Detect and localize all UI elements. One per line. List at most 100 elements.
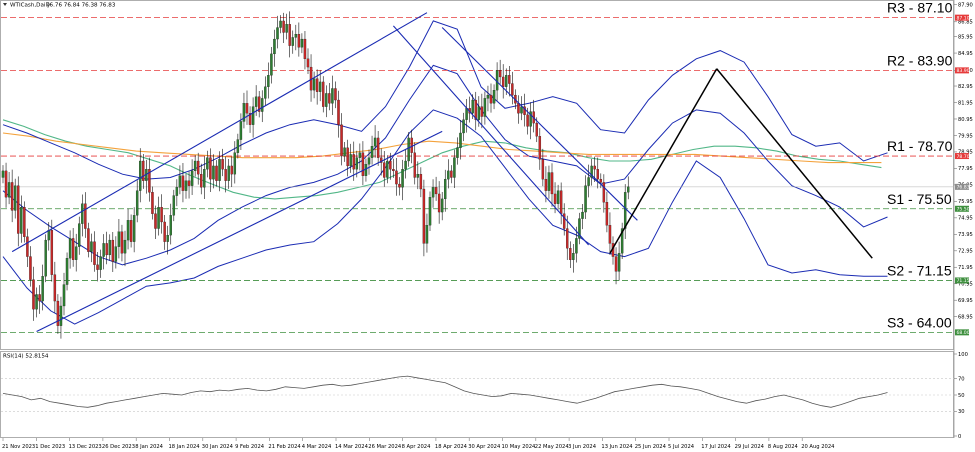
price-label-box: [955, 277, 969, 284]
candle-body: [593, 165, 596, 170]
candle-body: [373, 137, 377, 147]
date-tick-label: 9 Feb 2024: [235, 444, 265, 450]
candle-body: [114, 246, 118, 262]
date-tick-label: 30 Jan 2024: [202, 444, 234, 450]
candle-body: [233, 152, 237, 175]
price-tick-label: 71.95: [958, 265, 973, 271]
candle-body: [35, 294, 38, 310]
candle-body: [581, 211, 584, 219]
candle-body: [169, 215, 172, 236]
candle-body: [343, 147, 346, 157]
candle-body: [306, 58, 310, 68]
price-tick-label: 86.85: [958, 20, 973, 26]
candle-body: [364, 164, 368, 176]
candle-body: [526, 114, 529, 127]
candle-body: [331, 88, 334, 104]
date-tick-label: 21 Nov 2023: [2, 444, 35, 450]
date-tick-label: 21 Feb 2024: [268, 444, 301, 450]
candle-body: [450, 170, 453, 178]
candle-body: [111, 239, 115, 262]
candle-body: [120, 231, 124, 254]
price-label-box: [955, 67, 969, 74]
candle-body: [215, 165, 218, 181]
candle-body: [221, 159, 224, 170]
candle-body: [154, 213, 157, 229]
date-tick-label: 4 Mar 2024: [302, 444, 332, 450]
candle-body: [480, 106, 484, 117]
candle-body: [395, 170, 398, 185]
candle-body: [459, 132, 462, 148]
candle-body: [379, 157, 383, 163]
candle-body: [245, 103, 249, 114]
candle-body: [315, 78, 319, 92]
price-tick-label: 68.95: [958, 314, 973, 320]
price-label-box: [955, 14, 969, 21]
trendline: [36, 130, 443, 333]
date-tick-label: 10 May 2024: [502, 444, 537, 450]
candle-body: [474, 99, 477, 120]
price-tick-label: 80.95: [958, 117, 973, 123]
price-tick-label: 69.95: [958, 298, 973, 304]
candle-body: [20, 207, 23, 234]
price-tick-label: 79.95: [958, 133, 973, 139]
trendline: [11, 12, 428, 253]
candle-body: [492, 90, 496, 104]
candle-body: [501, 76, 505, 87]
price-label-box: [955, 205, 969, 212]
candle-body: [416, 174, 420, 178]
candle-body: [572, 253, 575, 260]
rsi-pane: [0, 351, 954, 438]
candle-body: [617, 253, 621, 272]
candle-body: [471, 99, 474, 114]
candle-body: [547, 172, 551, 191]
candle-body: [50, 230, 54, 275]
candle-body: [386, 160, 389, 178]
candle-body: [203, 169, 206, 188]
candle-body: [200, 174, 203, 188]
candle-body: [566, 228, 569, 249]
candle-body: [23, 207, 26, 237]
candle-body: [508, 75, 511, 84]
candle-body: [172, 195, 176, 216]
candle-body: [541, 159, 545, 180]
price-label-text: 76.83: [957, 185, 970, 191]
candle-body: [337, 99, 340, 125]
candle-body: [477, 106, 481, 120]
candle-body: [517, 103, 520, 114]
candle-body: [129, 220, 133, 242]
candle-body: [65, 258, 69, 285]
candle-body: [447, 170, 450, 180]
collapse-arrow-icon[interactable]: [3, 3, 7, 6]
candle-body: [511, 83, 514, 96]
candle-body: [419, 174, 423, 190]
candle-body: [535, 122, 538, 137]
price-tick-label: 70.95: [958, 282, 973, 288]
candle-body: [462, 119, 465, 134]
candle-body: [407, 137, 410, 162]
level-label: R3 - 87.10: [887, 0, 953, 16]
candle-body: [181, 175, 185, 191]
candle-body: [257, 96, 261, 112]
candle-body: [425, 225, 429, 244]
candle-body: [410, 137, 413, 153]
price-tick-label: 74.95: [958, 216, 973, 222]
candle-body: [523, 106, 526, 115]
date-tick-label: 3 Jun 2024: [568, 444, 597, 450]
candle-body: [596, 169, 599, 180]
price-label-box: [955, 153, 969, 160]
price-label-box: [955, 329, 969, 336]
trendline: [609, 68, 718, 254]
candle-body: [87, 228, 90, 252]
candle-body: [166, 235, 169, 242]
candle-body: [602, 182, 606, 203]
candle-body: [93, 241, 96, 265]
candle-body: [559, 190, 563, 214]
candle-body: [346, 147, 349, 167]
price-tick-label: 82.95: [958, 84, 973, 90]
candle-body: [456, 147, 459, 158]
candle-body: [56, 300, 60, 326]
candle-body: [489, 94, 493, 104]
candle-body: [84, 203, 87, 229]
candle-body: [294, 34, 298, 38]
